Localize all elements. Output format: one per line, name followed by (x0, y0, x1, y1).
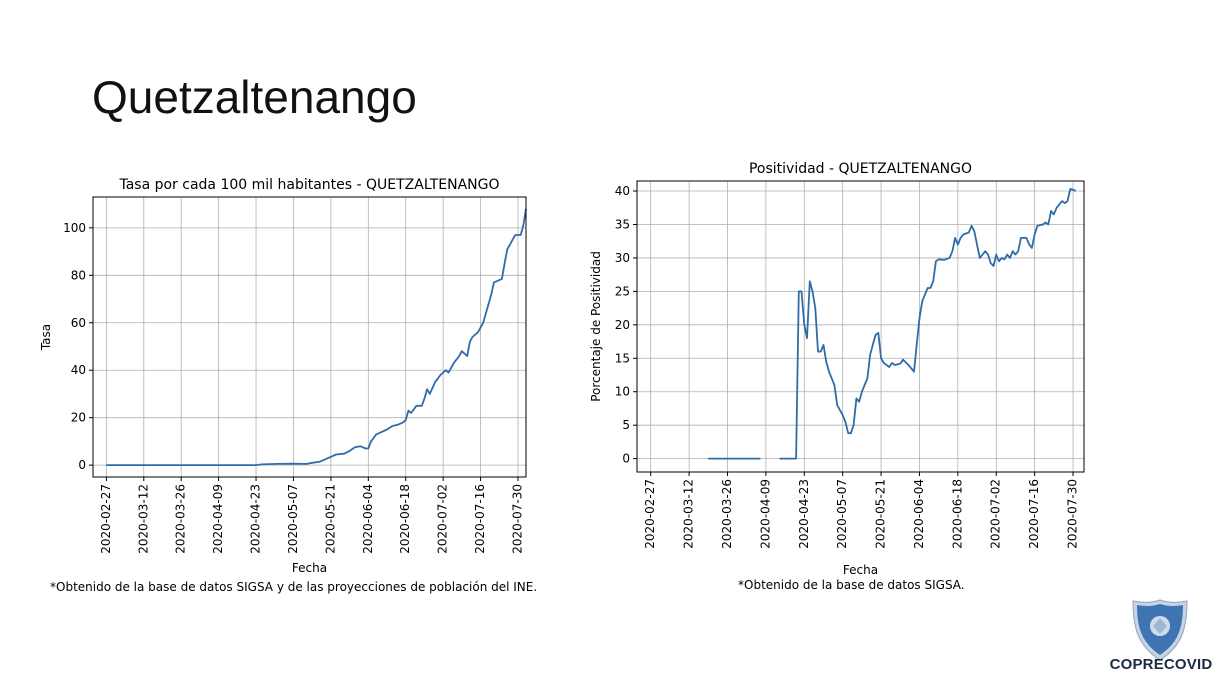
x-tick-label: 2020-04-09 (211, 484, 225, 554)
chart-tasa-caption: *Obtenido de la base de datos SIGSA y de… (50, 580, 538, 594)
x-tick-label: 2020-04-23 (797, 479, 811, 549)
plot-frame (636, 180, 1085, 473)
x-tick-label: 2020-03-12 (136, 484, 150, 554)
y-tick-label: 20 (71, 411, 86, 425)
x-tick-label: 2020-07-16 (1027, 479, 1041, 549)
y-tick-label: 80 (71, 268, 86, 282)
chart-title: Tasa por cada 100 mil habitantes - QUETZ… (118, 177, 499, 193)
y-tick-label: 5 (622, 418, 630, 432)
y-tick-label: 0 (78, 458, 86, 472)
y-tick-label: 20 (615, 318, 630, 332)
y-axis-label: Tasa (39, 324, 53, 351)
y-tick-label: 60 (71, 316, 86, 330)
x-tick-label: 2020-06-04 (912, 479, 926, 549)
x-tick-label: 2020-07-30 (1066, 479, 1080, 549)
y-tick-label: 15 (615, 351, 630, 365)
chart-tasa: 2020-02-27 2020-03-12 2020-03-26 2020-04-09… (39, 177, 527, 575)
y-tick-label: 40 (615, 184, 630, 198)
x-tick-label: 2020-06-18 (950, 479, 964, 549)
coprecovid-logo (1132, 599, 1188, 661)
chart-title: Positividad - QUETZALTENANGO (749, 161, 972, 177)
x-tick-label: 2020-07-16 (473, 484, 487, 554)
x-tick-label: 2020-06-18 (398, 484, 412, 554)
series-line (106, 208, 527, 466)
x-tick-label: 2020-05-07 (835, 479, 849, 549)
x-tick-label: 2020-07-30 (510, 484, 524, 554)
x-tick-label: 2020-05-07 (286, 484, 300, 554)
y-tick-label: 30 (615, 251, 630, 265)
x-tick-label: 2020-07-02 (436, 484, 450, 554)
x-tick-label: 2020-03-26 (174, 484, 188, 554)
x-tick-label: 2020-06-04 (361, 484, 375, 554)
x-tick-label: 2020-05-21 (874, 479, 888, 549)
series-line (779, 188, 1077, 460)
x-tick-label: 2020-05-21 (323, 484, 337, 554)
y-tick-label: 100 (63, 221, 86, 235)
y-tick-label: 40 (71, 363, 86, 377)
logo-emblem-detail (1153, 618, 1167, 634)
x-tick-label: 2020-02-27 (99, 484, 113, 554)
x-tick-label: 2020-02-27 (643, 479, 657, 549)
chart-positividad: 2020-02-27 2020-03-12 2020-03-26 2020-04-09… (589, 161, 1085, 577)
y-tick-label: 25 (615, 284, 630, 298)
x-axis-label: Fecha (292, 561, 327, 575)
y-tick-label: 0 (622, 452, 630, 466)
x-axis-label: Fecha (843, 563, 878, 577)
x-tick-label: 2020-04-09 (758, 479, 772, 549)
y-axis-label: Porcentaje de Positividad (589, 251, 603, 402)
y-tick-label: 35 (615, 217, 630, 231)
x-tick-label: 2020-07-02 (989, 479, 1003, 549)
y-tick-label: 10 (615, 385, 630, 399)
logo-text: COPRECOVID (1109, 656, 1213, 673)
slide-title: Quetzaltenango (92, 71, 417, 123)
chart-positividad-caption: *Obtenido de la base de datos SIGSA. (738, 578, 965, 592)
x-tick-label: 2020-03-26 (720, 479, 734, 549)
x-tick-label: 2020-04-23 (249, 484, 263, 554)
plot-frame (92, 196, 527, 478)
x-tick-label: 2020-03-12 (682, 479, 696, 549)
